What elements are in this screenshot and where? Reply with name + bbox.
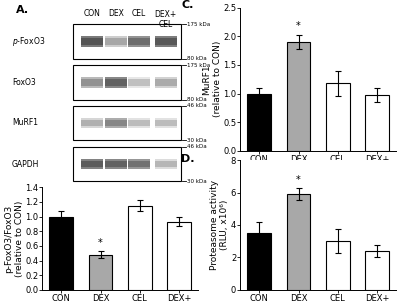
Bar bbox=[73, 106, 181, 140]
Bar bbox=[105, 126, 127, 128]
Text: A.: A. bbox=[16, 5, 29, 15]
Text: *: * bbox=[98, 238, 103, 248]
Bar bbox=[155, 159, 177, 161]
Text: *: * bbox=[296, 21, 301, 31]
Bar bbox=[155, 117, 177, 120]
Bar bbox=[128, 167, 150, 169]
Text: D.: D. bbox=[181, 153, 195, 164]
Text: DEX+
CEL: DEX+ CEL bbox=[155, 10, 177, 29]
Bar bbox=[81, 117, 103, 128]
Text: 46 kDa: 46 kDa bbox=[187, 144, 206, 149]
Bar bbox=[155, 45, 177, 47]
Text: 46 kDa: 46 kDa bbox=[187, 103, 206, 108]
Y-axis label: p-FoxO3/FoxO3
(relative to CON): p-FoxO3/FoxO3 (relative to CON) bbox=[4, 201, 23, 277]
Bar bbox=[105, 86, 127, 88]
Bar bbox=[155, 77, 177, 88]
Bar bbox=[155, 126, 177, 128]
Bar bbox=[105, 36, 127, 38]
Bar bbox=[81, 36, 103, 47]
Bar bbox=[128, 117, 150, 128]
Bar bbox=[128, 36, 150, 47]
Bar bbox=[128, 77, 150, 79]
Bar bbox=[128, 45, 150, 47]
Bar bbox=[105, 159, 127, 169]
Text: CEL: CEL bbox=[132, 9, 146, 18]
Bar bbox=[128, 206, 152, 290]
Text: FoxO3: FoxO3 bbox=[12, 78, 36, 87]
Bar bbox=[81, 77, 103, 79]
Bar bbox=[155, 159, 177, 169]
Bar bbox=[81, 167, 103, 169]
Bar bbox=[105, 159, 127, 161]
Bar bbox=[128, 36, 150, 38]
Bar bbox=[105, 45, 127, 47]
Bar bbox=[105, 36, 127, 47]
Bar bbox=[105, 77, 127, 79]
Bar bbox=[365, 95, 389, 151]
Bar bbox=[50, 217, 73, 290]
Bar bbox=[81, 159, 103, 161]
Bar bbox=[81, 126, 103, 128]
Text: 30 kDa: 30 kDa bbox=[187, 138, 206, 143]
Bar bbox=[247, 233, 271, 290]
Bar bbox=[73, 24, 181, 59]
Text: MuRF1: MuRF1 bbox=[12, 118, 38, 127]
Text: *: * bbox=[296, 175, 301, 185]
Text: C.: C. bbox=[181, 0, 194, 10]
Text: 175 kDa: 175 kDa bbox=[187, 22, 210, 27]
Bar bbox=[81, 117, 103, 120]
Bar bbox=[128, 86, 150, 88]
Bar bbox=[81, 77, 103, 88]
Bar bbox=[287, 194, 310, 290]
Text: $p$-FoxO3: $p$-FoxO3 bbox=[12, 35, 45, 48]
Bar bbox=[155, 36, 177, 47]
Bar bbox=[128, 117, 150, 120]
Bar bbox=[326, 241, 349, 290]
Bar bbox=[128, 159, 150, 169]
Bar bbox=[105, 117, 127, 120]
Bar bbox=[73, 65, 181, 100]
Bar bbox=[128, 126, 150, 128]
Bar bbox=[81, 86, 103, 88]
Bar bbox=[287, 42, 310, 151]
Bar bbox=[105, 117, 127, 128]
Bar bbox=[155, 86, 177, 88]
Bar bbox=[326, 83, 349, 151]
Bar bbox=[73, 147, 181, 181]
Bar bbox=[155, 77, 177, 79]
Text: 175 kDa: 175 kDa bbox=[187, 63, 210, 68]
Bar bbox=[105, 167, 127, 169]
Bar bbox=[155, 167, 177, 169]
Bar bbox=[365, 251, 389, 290]
Y-axis label: MuRF1
(relative to CON): MuRF1 (relative to CON) bbox=[202, 41, 222, 117]
Bar bbox=[81, 45, 103, 47]
Text: DEX: DEX bbox=[108, 9, 124, 18]
Text: GAPDH: GAPDH bbox=[12, 159, 39, 169]
Text: CON: CON bbox=[83, 9, 100, 18]
Bar bbox=[155, 36, 177, 38]
Text: 80 kDa: 80 kDa bbox=[187, 97, 206, 102]
Bar bbox=[155, 117, 177, 128]
Text: 30 kDa: 30 kDa bbox=[187, 179, 206, 184]
Bar bbox=[89, 255, 112, 290]
Bar bbox=[167, 222, 191, 290]
Y-axis label: Proteasome activity
(RLU, x10⁶): Proteasome activity (RLU, x10⁶) bbox=[210, 180, 229, 270]
Bar bbox=[81, 36, 103, 38]
Bar bbox=[81, 159, 103, 169]
Bar bbox=[105, 77, 127, 88]
Text: 80 kDa: 80 kDa bbox=[187, 56, 206, 61]
Bar bbox=[128, 159, 150, 161]
Bar bbox=[247, 94, 271, 151]
Bar bbox=[128, 77, 150, 88]
